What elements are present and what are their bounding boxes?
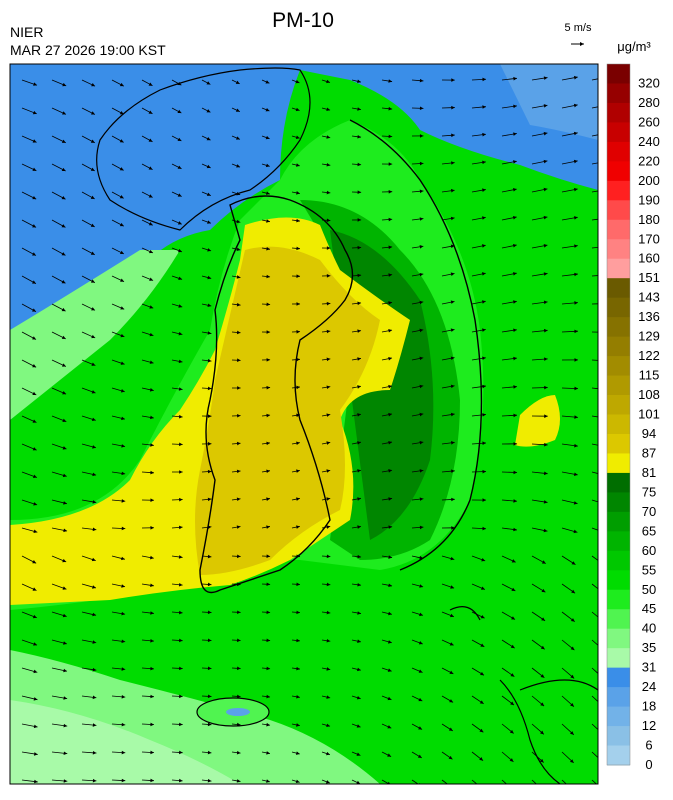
legend-swatch <box>607 551 630 571</box>
legend-swatch <box>607 609 630 629</box>
legend-label: 260 <box>638 114 660 129</box>
legend-swatch <box>607 161 630 181</box>
legend-label: 180 <box>638 212 660 227</box>
wind-arrow-head <box>600 703 604 707</box>
wind-arrow-head <box>601 590 605 594</box>
legend-swatch <box>607 726 630 746</box>
wind-arrow-head <box>600 731 604 735</box>
wind-arrow-head <box>603 473 607 476</box>
legend-swatch <box>607 259 630 279</box>
legend-label: 200 <box>638 173 660 188</box>
legend-swatch <box>607 629 630 649</box>
wind-arrow-head <box>600 619 604 623</box>
wind-arrow-head <box>509 786 513 790</box>
legend-label: 320 <box>638 75 660 90</box>
title: PM-10 <box>272 9 334 32</box>
wind-arrow-head <box>448 784 452 788</box>
legend-label: 94 <box>642 426 656 441</box>
legend-swatch <box>607 590 630 610</box>
legend-label: 24 <box>642 679 656 694</box>
legend-label: 115 <box>639 368 660 383</box>
wind-scale-label: 5 m/s <box>565 22 592 34</box>
legend-label: 143 <box>638 290 660 305</box>
legend-swatch <box>607 317 630 337</box>
map <box>10 64 608 791</box>
wind-arrow-head <box>600 787 604 791</box>
legend-label: 108 <box>638 387 660 402</box>
legend-label: 151 <box>638 270 660 285</box>
legend-swatch <box>607 746 630 766</box>
legend-swatch <box>607 181 630 201</box>
legend-label: 12 <box>642 718 656 733</box>
wind-arrow-head <box>479 785 483 789</box>
legend-swatch <box>607 648 630 668</box>
agency: NIER <box>10 24 43 40</box>
legend-label: 45 <box>642 601 656 616</box>
legend-swatch <box>607 395 630 415</box>
legend-label: 31 <box>642 660 656 675</box>
legend-swatch <box>607 492 630 512</box>
legend-label: 40 <box>642 621 656 636</box>
legend-swatch <box>607 668 630 688</box>
legend-swatch <box>607 239 630 259</box>
legend-label: 190 <box>638 192 660 207</box>
legend-label: 220 <box>638 153 660 168</box>
legend-swatch <box>607 220 630 240</box>
legend-label: 160 <box>638 251 660 266</box>
wind-scale-arrow <box>571 42 584 46</box>
legend-label: 50 <box>642 582 656 597</box>
legend-swatch <box>607 687 630 707</box>
legend-swatch <box>607 64 630 84</box>
wind-arrow-head <box>540 787 544 791</box>
wind-arrow-head <box>600 675 604 679</box>
wind-arrow-head <box>603 502 607 505</box>
legend-label: 170 <box>638 231 660 246</box>
legend-swatch <box>607 415 630 435</box>
legend-swatch <box>607 453 630 473</box>
legend-swatch <box>607 707 630 727</box>
legend-swatch <box>607 278 630 298</box>
legend-label: 122 <box>638 348 660 363</box>
legend-label: 280 <box>638 95 660 110</box>
legend-label: 136 <box>638 309 660 324</box>
legend-label: 55 <box>642 562 656 577</box>
legend-label: 6 <box>645 738 652 753</box>
legend-label: 35 <box>642 640 656 655</box>
legend-label: 240 <box>638 134 660 149</box>
legend: 3202802602402202001901801701601511431361… <box>607 64 660 772</box>
wind-arrow-head <box>600 647 604 651</box>
legend-swatch <box>607 142 630 162</box>
legend-swatch <box>607 337 630 357</box>
legend-label: 0 <box>645 757 652 772</box>
wind-arrow-head <box>603 530 607 533</box>
legend-label: 129 <box>638 329 660 344</box>
unit: μg/m³ <box>617 39 651 54</box>
legend-label: 101 <box>638 407 660 422</box>
legend-swatch <box>607 83 630 103</box>
legend-swatch <box>607 531 630 551</box>
legend-label: 18 <box>642 699 656 714</box>
legend-label: 70 <box>642 504 656 519</box>
legend-label: 60 <box>642 543 656 558</box>
legend-label: 81 <box>642 465 656 480</box>
legend-swatch <box>607 122 630 142</box>
legend-swatch <box>607 512 630 532</box>
wind-arrow-head <box>601 562 605 566</box>
legend-swatch <box>607 356 630 376</box>
legend-label: 87 <box>642 445 656 460</box>
legend-label: 75 <box>642 484 656 499</box>
legend-swatch <box>607 473 630 493</box>
legend-swatch <box>607 570 630 590</box>
legend-swatch <box>607 298 630 318</box>
legend-swatch <box>607 434 630 454</box>
legend-swatch <box>607 200 630 220</box>
legend-swatch <box>607 103 630 123</box>
wind-arrow-head <box>600 759 604 763</box>
wind-arrow-head <box>570 787 574 791</box>
legend-swatch <box>607 376 630 396</box>
timestamp: MAR 27 2026 19:00 KST <box>10 42 166 58</box>
legend-label: 65 <box>642 523 656 538</box>
